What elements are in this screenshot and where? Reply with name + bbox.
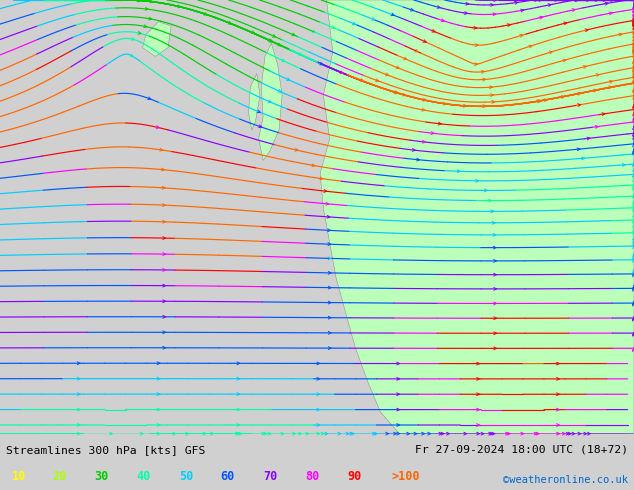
- Text: 80: 80: [306, 470, 320, 483]
- Polygon shape: [320, 0, 634, 434]
- Text: 20: 20: [52, 470, 66, 483]
- Text: 30: 30: [94, 470, 108, 483]
- Text: Streamlines 300 hPa [kts] GFS: Streamlines 300 hPa [kts] GFS: [6, 445, 205, 455]
- Polygon shape: [143, 22, 171, 56]
- Text: 40: 40: [136, 470, 150, 483]
- Text: 50: 50: [179, 470, 193, 483]
- Polygon shape: [249, 74, 260, 130]
- Polygon shape: [259, 44, 282, 160]
- Text: ©weatheronline.co.uk: ©weatheronline.co.uk: [503, 475, 628, 486]
- Text: >100: >100: [392, 470, 420, 483]
- Text: Fr 27-09-2024 18:00 UTC (18+72): Fr 27-09-2024 18:00 UTC (18+72): [415, 445, 628, 455]
- Text: 60: 60: [221, 470, 235, 483]
- Text: 10: 10: [11, 470, 25, 483]
- Text: 70: 70: [263, 470, 277, 483]
- Text: 90: 90: [347, 470, 361, 483]
